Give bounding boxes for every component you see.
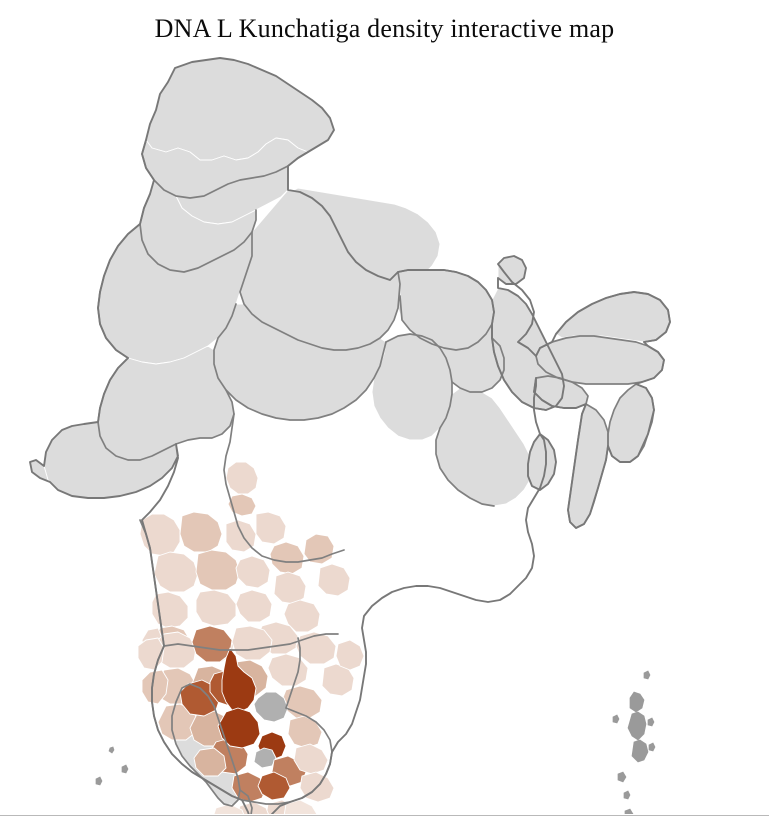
district-tamilnadu-coimbatore[interactable] — [212, 803, 246, 814]
district-tinted-gujarat-east[interactable] — [225, 461, 259, 495]
district-no-data-enclave-south[interactable] — [253, 747, 277, 769]
district-tamilnadu-vellore[interactable] — [293, 743, 329, 775]
district-tamilnadu-trichy[interactable] — [283, 799, 318, 814]
district-maharashtra-northeast[interactable] — [255, 511, 287, 545]
district-andhra-coastal[interactable] — [335, 639, 365, 671]
district-tamilnadu-krishnagiri[interactable] — [287, 715, 323, 749]
region-nagaland-manipur[interactable] — [607, 383, 655, 463]
no-data-districts-layer — [29, 57, 671, 814]
district-andhra-kurnool[interactable] — [295, 631, 337, 665]
district-telangana-medak[interactable] — [273, 571, 307, 605]
district-karnataka-peak-bangalore-rural[interactable] — [217, 707, 261, 749]
page-title: DNA L Kunchatiga density interactive map — [154, 14, 615, 43]
district-telangana-hyderabad[interactable] — [283, 599, 321, 633]
district-tinted-gujarat-south[interactable] — [227, 493, 257, 517]
region-jammu-kashmir-ladakh[interactable] — [145, 57, 335, 161]
district-telangana-east[interactable] — [317, 563, 351, 597]
lakshadweep-islands[interactable] — [95, 746, 129, 786]
district-karnataka-chamarajanagar[interactable] — [231, 771, 267, 803]
district-karnataka-coastal[interactable] — [141, 669, 169, 705]
district-telangana-nizamabad[interactable] — [269, 541, 305, 575]
district-andhra-anantapur[interactable] — [267, 653, 309, 687]
district-maharashtra-pune[interactable] — [153, 551, 199, 593]
choropleth-data-layer — [137, 461, 365, 814]
india-choropleth-map[interactable] — [0, 48, 769, 814]
district-maharashtra-marathwada[interactable] — [235, 589, 273, 623]
map-svg[interactable] — [0, 48, 769, 814]
district-maharashtra-solapur[interactable] — [195, 589, 237, 627]
district-karnataka-east-high[interactable] — [257, 771, 291, 801]
district-maharashtra-ahmednagar[interactable] — [195, 549, 241, 591]
country-outline-layer — [29, 57, 671, 814]
district-karnataka-gulbarga[interactable] — [231, 625, 273, 661]
district-maharashtra-nashik[interactable] — [179, 511, 223, 553]
district-karnataka-mysore[interactable] — [193, 747, 227, 777]
district-maharashtra-latur[interactable] — [235, 555, 271, 589]
district-karnataka-midtone-north[interactable] — [191, 625, 233, 663]
district-no-data-bangalore-urban[interactable] — [253, 691, 289, 723]
andaman-nicobar-islands[interactable] — [612, 670, 656, 814]
